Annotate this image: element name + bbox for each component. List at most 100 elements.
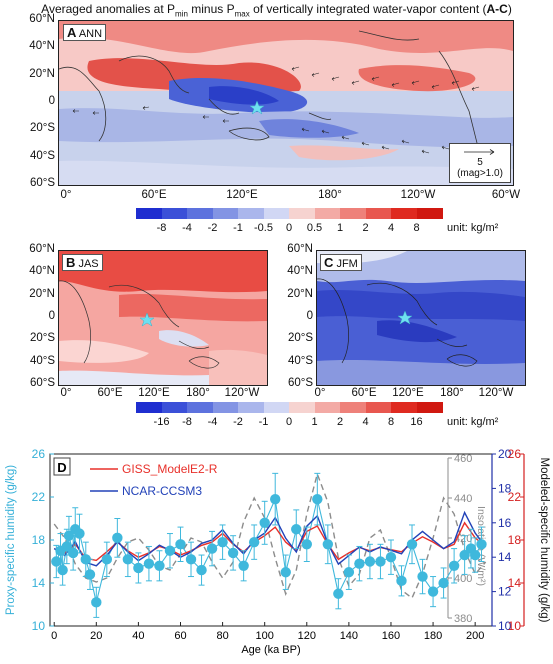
colorbar-swatch xyxy=(161,208,188,219)
insolation-line xyxy=(53,471,487,600)
colorbar-swatch xyxy=(187,402,213,413)
proxy-point xyxy=(476,539,487,550)
legend-label: NCAR-CCSM3 xyxy=(122,484,202,498)
proxy-point xyxy=(354,558,365,569)
x-tick-label: 180 xyxy=(424,630,442,642)
colorbar-label: -4 xyxy=(182,222,192,234)
lon-tick-label: 120°E xyxy=(226,189,258,201)
lat-tick-label: 20°N xyxy=(29,67,55,80)
proxy-point xyxy=(375,556,386,567)
right-axis-1-tick-label: 18 xyxy=(498,481,512,495)
colorbar-label: 4 xyxy=(387,222,395,234)
x-tick-label: 20 xyxy=(90,630,102,642)
proxy-point xyxy=(51,556,62,567)
proxy-point xyxy=(312,493,323,505)
left-y-tick-label: 10 xyxy=(32,619,46,633)
proxy-point xyxy=(259,517,270,528)
panel-d-label: D xyxy=(57,460,66,475)
lat-tick-label: 0 xyxy=(48,95,55,107)
proxy-point xyxy=(164,545,176,556)
lat-tick-label: 20°S xyxy=(29,332,55,345)
lon-tick-label: 180° xyxy=(318,189,342,201)
x-tick-label: 0 xyxy=(51,630,57,642)
site-star-marker xyxy=(249,100,265,115)
map-a-field xyxy=(59,21,513,185)
proxy-point xyxy=(101,554,113,565)
insolation-tick-label: 460 xyxy=(454,453,472,465)
proxy-point xyxy=(206,543,218,554)
lat-tick-label: 60°S xyxy=(287,377,313,389)
x-tick-label: 120 xyxy=(298,630,316,642)
proxy-point xyxy=(333,588,344,599)
colorbar-swatch xyxy=(314,402,341,413)
colorbar-swatch xyxy=(391,402,417,413)
proxy-point xyxy=(248,536,260,548)
proxy-point xyxy=(143,558,155,569)
panel-a-label: A ANN xyxy=(63,24,107,41)
lat-tick-label: 40°S xyxy=(287,354,313,367)
insolation-tick-label: 380 xyxy=(454,613,472,625)
colorbar-label: -2 xyxy=(207,222,218,234)
proxy-point xyxy=(133,562,144,574)
colorbar-label: 2 xyxy=(336,416,344,428)
proxy-point xyxy=(322,539,334,550)
colorbar-bottom-unit: unit: kg/m² xyxy=(447,416,499,428)
left-y-axis-label: Proxy-specific humidity (g/kg) xyxy=(5,465,17,615)
lat-tick-label: 60°N xyxy=(29,243,55,255)
colorbar-label: -0.5 xyxy=(254,222,273,234)
right-axis-2-tick-label: 18 xyxy=(508,533,522,547)
insolation-tick-label: 400 xyxy=(454,573,472,585)
colorbar-swatch xyxy=(365,208,392,219)
proxy-point xyxy=(280,567,291,578)
proxy-point xyxy=(438,577,449,589)
x-tick-label: 100 xyxy=(256,630,274,642)
lat-tick-label: 60°N xyxy=(29,13,55,25)
wind-vectors xyxy=(72,66,480,154)
proxy-point xyxy=(154,560,165,571)
lat-tick-label: 40°N xyxy=(287,265,313,278)
colorbar-swatch xyxy=(289,402,315,413)
vector-legend: 5 (mag>1.0) xyxy=(449,143,511,183)
colorbar-swatch xyxy=(212,208,239,219)
right-y-axis-label: Modeled-specific humidity (g/kg) xyxy=(538,458,550,623)
lon-tick-label: 0° xyxy=(314,387,326,399)
right-axis-1-tick-label: 16 xyxy=(498,516,512,530)
colorbar-label: -8 xyxy=(156,222,167,234)
proxy-point xyxy=(291,524,302,535)
colorbar-swatch xyxy=(136,208,162,219)
lat-tick-label: 20°N xyxy=(29,287,55,300)
vector-legend-note: (mag>1.0) xyxy=(457,168,503,179)
proxy-point xyxy=(238,560,249,571)
map-panel-a: A ANN 5 (mag>1.0) xyxy=(58,20,514,186)
proxy-point xyxy=(427,586,439,597)
colorbar-label: -8 xyxy=(182,416,192,428)
colorbar-label: 1 xyxy=(311,416,318,428)
lat-tick-label: 40°S xyxy=(29,354,55,367)
colorbar-swatch xyxy=(238,402,264,413)
proxy-point xyxy=(112,532,123,544)
colorbar-label: 8 xyxy=(387,416,395,428)
colorbar-swatch xyxy=(161,402,188,413)
colorbar-label: 0.5 xyxy=(306,222,323,234)
colorbar-label: -16 xyxy=(153,416,170,428)
lat-tick-label: 60°N xyxy=(287,243,313,255)
left-y-tick-label: 18 xyxy=(32,533,46,547)
right-axis-2-tick-label: 26 xyxy=(508,447,522,461)
proxy-point xyxy=(122,554,134,565)
lon-tick-label: 120°W xyxy=(478,387,514,399)
lon-tick-label: 120°W xyxy=(400,189,436,201)
lat-tick-label: 20°N xyxy=(287,287,313,300)
colorbar-swatch xyxy=(238,208,264,219)
colorbar-label: 1 xyxy=(336,222,344,234)
right-axis-1-tick-label: 14 xyxy=(498,550,512,564)
lon-tick-label: 0° xyxy=(60,387,72,399)
left-y-tick-label: 14 xyxy=(32,576,46,590)
lat-tick-label: 0 xyxy=(48,310,55,322)
colorbar-swatch xyxy=(416,402,443,413)
lat-tick-label: 60°S xyxy=(29,377,55,389)
colorbar-label: 0 xyxy=(285,416,293,428)
lon-tick-label: 180° xyxy=(186,387,210,399)
map-b-field xyxy=(59,251,267,385)
panel-b-label: B JAS xyxy=(62,254,103,271)
lat-tick-label: 40°N xyxy=(29,40,55,53)
